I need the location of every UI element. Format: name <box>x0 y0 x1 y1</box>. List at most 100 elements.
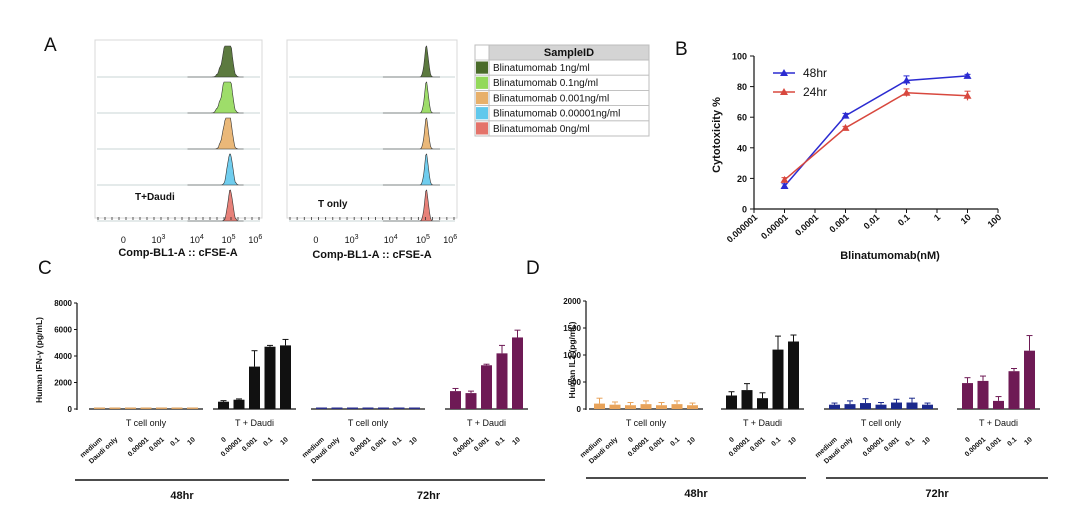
bar-category-label: 10 <box>279 436 290 446</box>
bar-category-label: 0 <box>627 436 635 444</box>
legend-swatch <box>476 61 488 74</box>
bar <box>726 395 737 409</box>
bar <box>280 345 291 409</box>
bar <box>922 404 933 409</box>
line-x-tick-label: 0.01 <box>862 212 882 231</box>
bar <box>993 400 1004 409</box>
line-point <box>963 71 972 79</box>
panel-label-c: C <box>38 258 52 279</box>
bar-y-label: Human IL2 (pg/mL) <box>567 321 577 398</box>
histogram-annotation: T+Daudi <box>135 192 175 203</box>
bar-timepoint-label: 48hr <box>170 490 194 502</box>
bar-category-label: 0 <box>349 436 357 444</box>
legend-row <box>474 120 650 137</box>
line-legend-marker <box>780 69 788 76</box>
legend-label: Blinatumomab 0.00001ng/ml <box>493 109 620 120</box>
histogram-panel-right: T only 0 103 104 105 106 Comp-BL1-A :: cFSE-… <box>286 39 458 261</box>
panel-label-b: B <box>675 39 688 60</box>
line-y-tick-label: 80 <box>737 82 747 92</box>
histogram-trace <box>382 189 440 222</box>
line-point <box>780 175 789 183</box>
line-point <box>902 76 911 84</box>
bar-timepoint-label: 72hr <box>417 490 441 502</box>
legend-label: Blinatumomab 0ng/ml <box>493 124 590 135</box>
legend-rows: Blinatumomab 1ng/ml Blinatumomab 0.1ng/ml… <box>474 59 650 137</box>
bar-category-label: 0.1 <box>391 436 403 448</box>
bar-category-label: 0.1 <box>770 436 782 448</box>
bar-category-label: 0.001 <box>648 436 666 453</box>
bar-group-label: T + Daudi <box>467 418 506 428</box>
bar <box>609 404 621 409</box>
line-x-tick-label: 10 <box>959 212 973 226</box>
bar-category-label: 0.1 <box>669 436 681 448</box>
bar-y-tick-label: 4000 <box>54 352 72 361</box>
bar-category-label: 10 <box>686 436 697 446</box>
bar-y-tick-label: 0 <box>68 405 73 414</box>
legend-swatch <box>476 122 488 135</box>
bar <box>829 404 840 409</box>
bar <box>741 390 753 409</box>
bar-category-label: 0 <box>862 436 870 444</box>
line-legend-marker <box>780 88 788 95</box>
bar-category-label: 0 <box>964 436 972 444</box>
panel-b-line-chart: Cytotoxicity % Blinatumomab(nM) 0 20 40 60 8… <box>711 52 1003 263</box>
histogram-x-label: Comp-BL1-A :: cFSE-A <box>312 249 431 261</box>
histogram-trace <box>382 153 440 186</box>
bar-group-label: T + Daudi <box>235 418 274 428</box>
sample-legend: SampleID Blinatumomab 1ng/mlBlinatumomab… <box>474 44 650 137</box>
bar-y-tick-label: 500 <box>568 378 582 387</box>
bar-category-label: 10 <box>787 436 798 446</box>
histogram-x-tick-label: 106 <box>248 234 262 245</box>
bar-axes: 0 2000 4000 6000 8000 48hr 72hr <box>54 299 545 502</box>
line-x-tick-label: 0.00001 <box>759 212 790 241</box>
histogram-x-ticks: 0 103 104 105 106 <box>289 217 457 245</box>
bar-category-label: 0 <box>728 436 736 444</box>
bar <box>465 393 477 409</box>
legend-swatch <box>476 76 488 89</box>
line-point <box>963 91 972 99</box>
legend-label: Blinatumomab 0.1ng/ml <box>493 78 598 89</box>
line-y-tick-label: 0 <box>742 205 747 215</box>
bar-category-label: 0.1 <box>169 436 181 448</box>
bar-category-label: 10 <box>186 436 197 446</box>
histogram-x-tick-label: 0 <box>313 235 318 245</box>
bar-timepoint-label: 48hr <box>684 488 708 500</box>
line-axes: 0 20 40 60 80 100 0.000001 0.00001 0.0001 0.001 0.… <box>725 52 1004 245</box>
histogram-x-tick-label: 104 <box>190 234 204 245</box>
bar <box>594 403 605 409</box>
panel-label-d: D <box>526 258 540 279</box>
bar-category-label: 0 <box>220 436 228 444</box>
histogram-x-ticks: 0 103 104 105 106 <box>97 217 262 245</box>
bar <box>450 391 461 409</box>
histogram-trace <box>382 45 440 78</box>
bar-category-label: 0.001 <box>241 436 259 453</box>
bar <box>264 346 276 409</box>
bar <box>249 366 260 409</box>
legend-label: Blinatumomab 1ng/ml <box>493 63 590 74</box>
bar <box>1024 350 1035 409</box>
line-legend-label: 48hr <box>803 66 827 80</box>
histogram-trace <box>187 81 244 114</box>
bar <box>977 380 989 409</box>
bar-group-label: T cell only <box>626 418 667 428</box>
line-x-tick-label: 0.1 <box>896 212 912 228</box>
histogram-trace <box>187 117 244 150</box>
bar <box>496 353 508 409</box>
line-series-path <box>783 75 968 187</box>
line-x-label: Blinatumomab(nM) <box>840 250 940 262</box>
bar-category-label: 10 <box>511 436 522 446</box>
line-y-tick-label: 40 <box>737 143 747 153</box>
line-x-tick-label: 0.0001 <box>793 212 820 238</box>
bar <box>481 365 492 409</box>
histogram-x-tick-label: 106 <box>443 234 457 245</box>
bar <box>687 405 698 409</box>
bar-category-label: 0.001 <box>473 436 491 453</box>
bar-category-label: 10 <box>408 436 419 446</box>
bar-y-tick-label: 2000 <box>54 379 72 388</box>
line-series <box>780 71 972 190</box>
bar-category-label: 0 <box>127 436 135 444</box>
line-y-tick-label: 60 <box>737 113 747 123</box>
